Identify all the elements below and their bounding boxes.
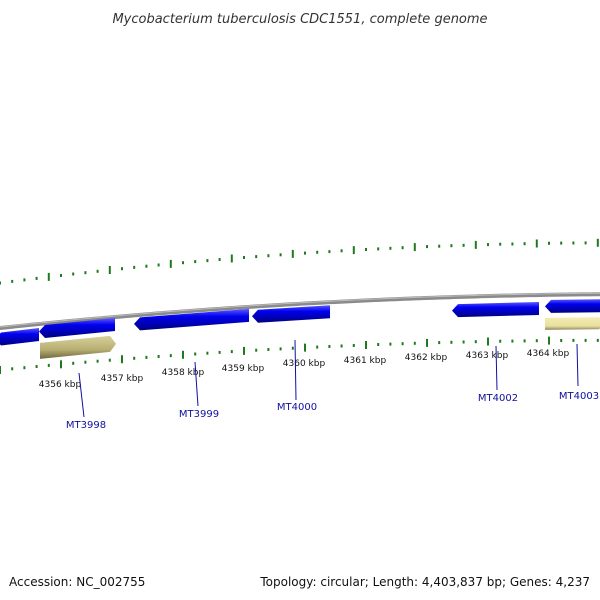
tick-label-4364: 4364 kbp [527, 349, 570, 359]
gene-label-mt4002[interactable]: MT4002 [478, 393, 518, 404]
scale-tick-labels: 4356 kbp 4357 kbp 4358 kbp 4359 kbp 4360… [39, 349, 570, 390]
gene-label-mt3999[interactable]: MT3999 [179, 409, 219, 420]
gene-feature-arrow[interactable] [0, 328, 39, 346]
outer-tick-ring [0, 238, 599, 285]
gene-feature-arrow[interactable] [39, 318, 115, 338]
gene-label-mt4003[interactable]: MT4003 [559, 391, 599, 402]
tick-label-4358: 4358 kbp [162, 368, 205, 378]
gene-feature-arrow[interactable] [545, 299, 600, 313]
gene-feature-arrow[interactable] [134, 308, 249, 331]
accession-text: Accession: NC_002755 [9, 575, 146, 589]
inner-tick-ring [0, 336, 599, 374]
gene-feature-box[interactable] [545, 317, 600, 330]
tick-label-4359: 4359 kbp [222, 364, 265, 374]
gene-leader-line [294, 339, 297, 401]
gene-leader-line [576, 343, 579, 387]
gene-labels: MT3998 MT3999 MT4000 MT4002 MT4003 [66, 339, 599, 431]
tick-label-4362: 4362 kbp [405, 353, 448, 363]
gene-features [0, 299, 600, 359]
map-title: Mycobacterium tuberculosis CDC1551, comp… [112, 12, 487, 27]
gene-leader-line [78, 372, 85, 418]
genome-backbone-highlight [0, 292, 600, 328]
gene-feature-arrow[interactable] [252, 305, 330, 323]
topology-text: Topology: circular; Length: 4,403,837 bp… [260, 575, 590, 589]
genome-backbone [0, 292, 600, 331]
tick-label-4363: 4363 kbp [466, 351, 509, 361]
gene-label-mt3998[interactable]: MT3998 [66, 420, 106, 431]
tick-label-4360: 4360 kbp [283, 359, 326, 369]
tick-label-4357: 4357 kbp [101, 374, 144, 384]
gene-label-mt4000[interactable]: MT4000 [277, 402, 317, 413]
gene-feature-box[interactable] [40, 335, 116, 359]
gene-leader-line [495, 345, 498, 391]
gene-leader-line [194, 361, 199, 407]
gene-feature-arrow[interactable] [452, 302, 539, 318]
tick-label-4356: 4356 kbp [39, 380, 82, 390]
tick-label-4361: 4361 kbp [344, 356, 387, 366]
